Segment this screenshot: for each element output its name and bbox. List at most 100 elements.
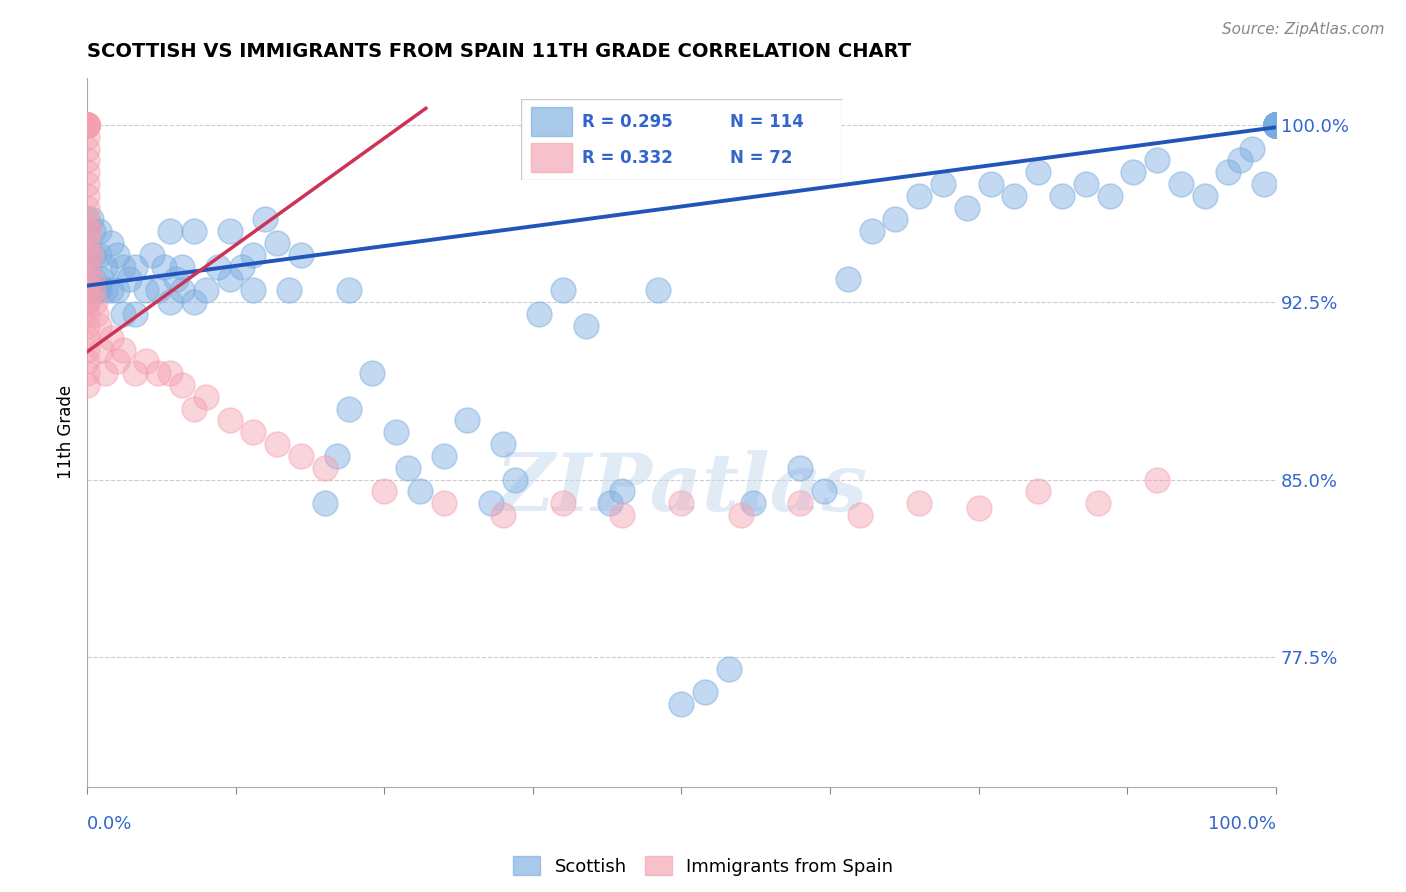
Point (76, 366, 98, 380)
Point (741, 496, 763, 510)
Point (1265, 118, 1288, 132)
Point (159, 366, 181, 380)
Point (1050, 189, 1073, 203)
Point (76, 118, 98, 132)
Point (76, 284, 98, 298)
Point (183, 295, 205, 310)
Point (84, 295, 107, 310)
Point (76, 118, 98, 132)
Point (361, 366, 384, 380)
Point (80, 271, 103, 285)
Point (76, 212, 98, 227)
Point (159, 224, 181, 238)
Point (148, 366, 170, 380)
Point (218, 413, 240, 427)
Point (409, 484, 432, 499)
Point (671, 697, 693, 711)
Point (111, 343, 134, 357)
Point (105, 248, 128, 262)
Text: 0.0%: 0.0% (87, 815, 132, 833)
Point (87, 248, 110, 262)
Point (433, 496, 456, 510)
Point (76, 343, 98, 357)
Point (111, 260, 134, 274)
Point (82, 271, 104, 285)
Point (82, 248, 104, 262)
Point (908, 496, 931, 510)
Point (76, 260, 98, 274)
Point (76, 177, 98, 191)
Point (100, 284, 122, 298)
Point (218, 224, 240, 238)
Point (90, 271, 112, 285)
Point (76, 284, 98, 298)
Point (433, 449, 456, 463)
Point (183, 224, 205, 238)
Point (1265, 118, 1288, 132)
Point (135, 284, 157, 298)
Point (76, 354, 98, 368)
Point (76, 224, 98, 238)
Point (76, 295, 98, 310)
Point (932, 177, 955, 191)
Point (610, 508, 633, 522)
Point (76, 142, 98, 156)
Point (789, 460, 811, 475)
Point (124, 366, 146, 380)
Point (76, 118, 98, 132)
Point (76, 236, 98, 251)
Point (290, 449, 312, 463)
Point (1253, 177, 1275, 191)
Point (100, 236, 122, 251)
Point (141, 248, 163, 262)
Point (76, 129, 98, 144)
Point (956, 201, 979, 215)
Text: 100.0%: 100.0% (1208, 815, 1277, 833)
Point (849, 508, 872, 522)
Point (1265, 118, 1288, 132)
Point (76, 201, 98, 215)
Point (1265, 118, 1288, 132)
Point (908, 189, 931, 203)
Point (1194, 189, 1216, 203)
Point (1265, 118, 1288, 132)
Point (1265, 118, 1288, 132)
Point (242, 425, 264, 440)
Point (94, 284, 117, 298)
Point (1265, 118, 1288, 132)
Point (86, 284, 108, 298)
Point (503, 473, 526, 487)
Point (385, 425, 408, 440)
Point (76, 212, 98, 227)
Point (1265, 118, 1288, 132)
Text: SCOTTISH VS IMMIGRANTS FROM SPAIN 11TH GRADE CORRELATION CHART: SCOTTISH VS IMMIGRANTS FROM SPAIN 11TH G… (87, 42, 911, 61)
Point (87, 224, 110, 238)
Point (1026, 484, 1049, 499)
Point (76, 165, 98, 179)
Point (76, 153, 98, 168)
Point (76, 118, 98, 132)
Point (266, 437, 288, 451)
Point (837, 271, 859, 285)
Point (314, 460, 336, 475)
Point (325, 449, 347, 463)
Point (76, 248, 98, 262)
Point (105, 354, 128, 368)
Point (373, 484, 395, 499)
Point (159, 295, 181, 310)
Point (242, 248, 264, 262)
Point (1122, 165, 1144, 179)
Point (76, 331, 98, 345)
Text: Source: ZipAtlas.com: Source: ZipAtlas.com (1222, 22, 1385, 37)
Point (76, 295, 98, 310)
Point (1265, 118, 1288, 132)
Point (76, 248, 98, 262)
Point (551, 496, 574, 510)
Point (1229, 153, 1251, 168)
Point (1265, 118, 1288, 132)
Point (242, 284, 264, 298)
Point (76, 118, 98, 132)
Point (647, 284, 669, 298)
Point (76, 118, 98, 132)
Point (1265, 118, 1288, 132)
